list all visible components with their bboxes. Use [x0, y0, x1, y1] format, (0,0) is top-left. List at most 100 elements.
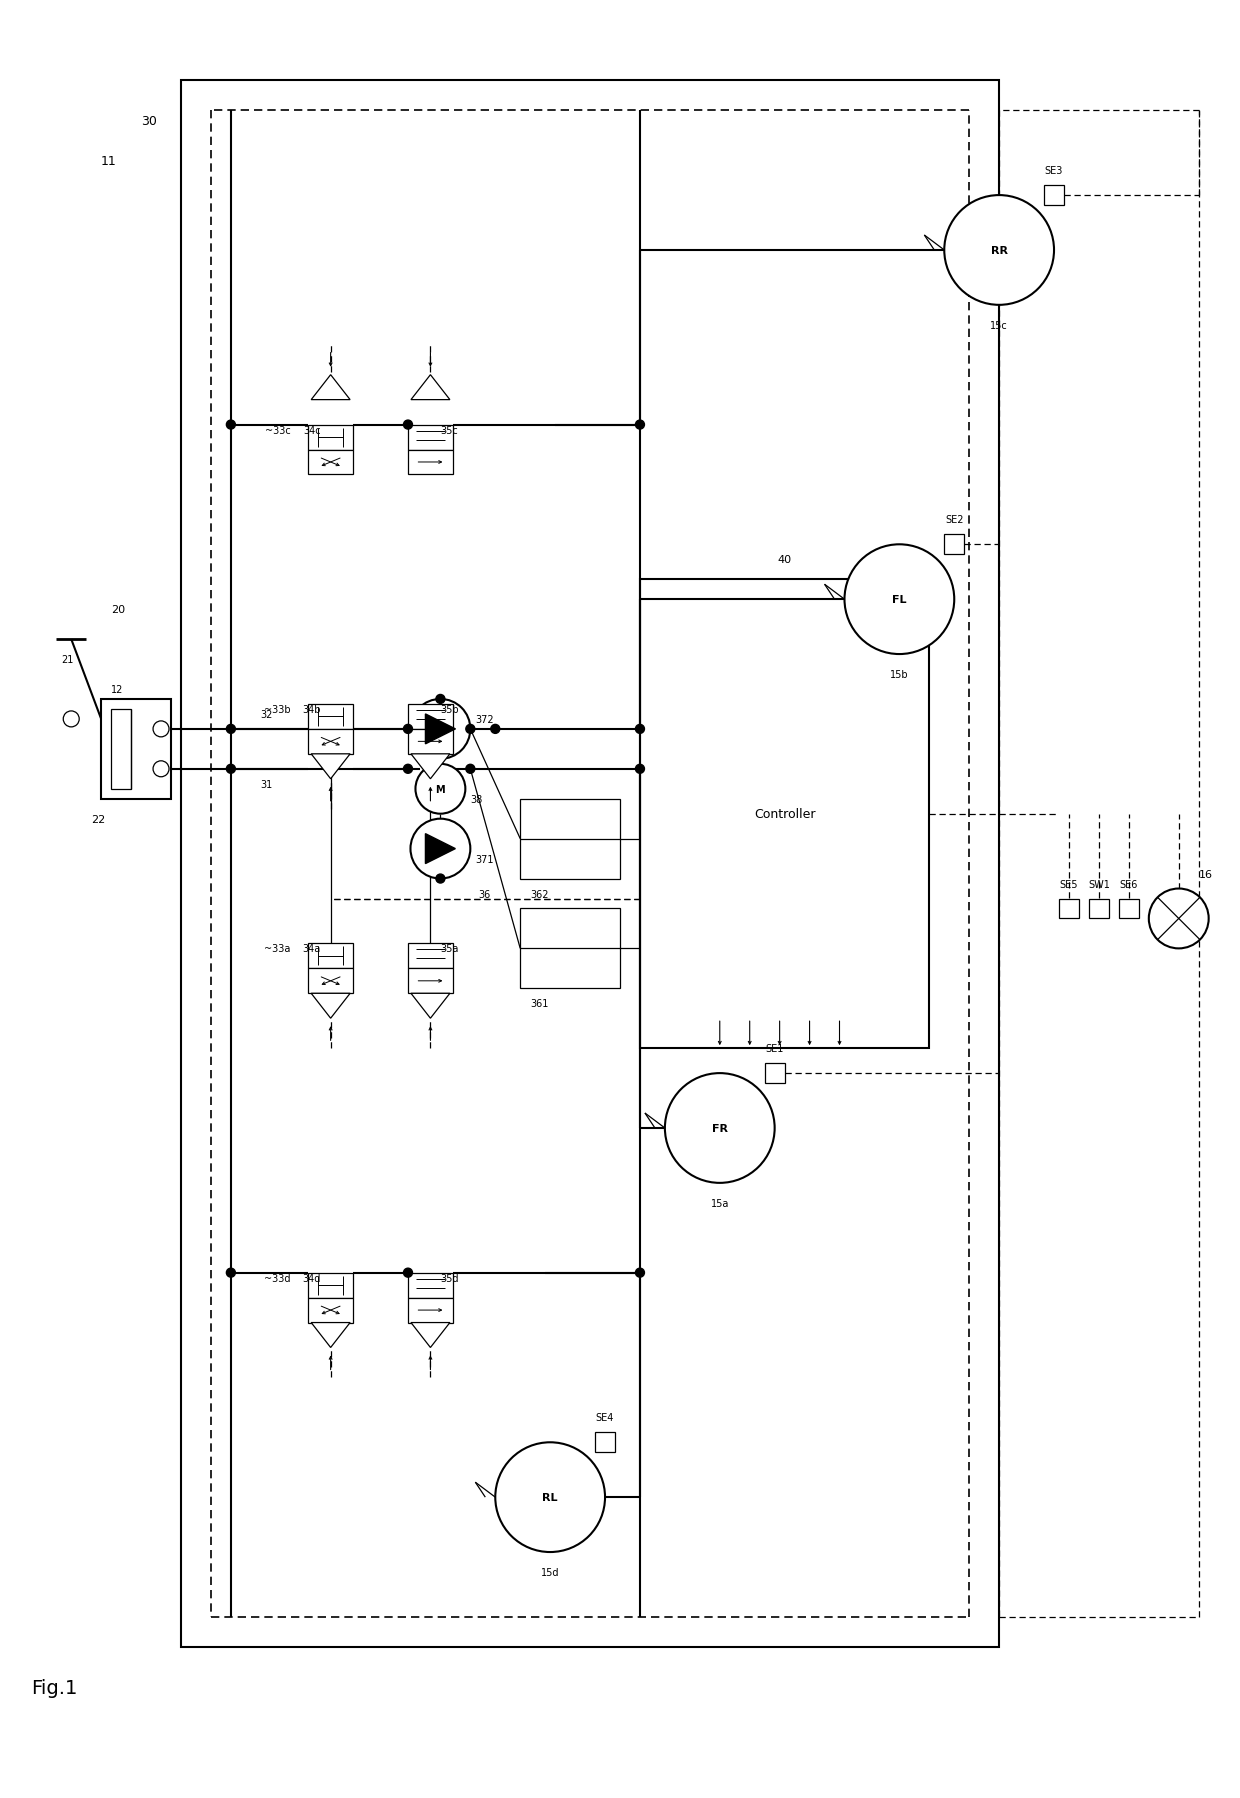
Text: 15d: 15d: [541, 1568, 559, 1577]
Circle shape: [1148, 888, 1209, 949]
Circle shape: [635, 421, 645, 430]
Bar: [309, 944, 353, 969]
Bar: [640, 581, 929, 1048]
Circle shape: [410, 820, 470, 879]
Circle shape: [635, 725, 645, 734]
Bar: [408, 969, 453, 994]
Text: ~33c: ~33c: [265, 426, 290, 435]
Text: 22: 22: [92, 814, 105, 823]
Text: 16: 16: [1199, 868, 1213, 879]
Text: Fig.1: Fig.1: [31, 1678, 78, 1697]
Text: 31: 31: [260, 779, 273, 789]
Text: 15a: 15a: [711, 1197, 729, 1208]
Circle shape: [466, 725, 475, 734]
Text: 15c: 15c: [991, 320, 1008, 331]
Bar: [309, 1298, 353, 1323]
Circle shape: [403, 764, 413, 773]
Circle shape: [227, 421, 236, 430]
Circle shape: [635, 1268, 645, 1277]
Polygon shape: [425, 714, 455, 744]
Bar: [945, 536, 965, 556]
Text: SE4: SE4: [596, 1413, 614, 1422]
Circle shape: [491, 725, 500, 734]
Circle shape: [227, 1268, 236, 1277]
Circle shape: [466, 764, 475, 773]
Circle shape: [635, 764, 645, 773]
Text: SE2: SE2: [945, 514, 963, 525]
Circle shape: [436, 696, 445, 705]
Circle shape: [410, 699, 470, 759]
Text: 34b: 34b: [303, 705, 321, 714]
Bar: [309, 705, 353, 730]
Bar: [521, 800, 620, 879]
Text: M: M: [435, 784, 445, 795]
Circle shape: [227, 764, 236, 773]
Circle shape: [153, 761, 169, 777]
Bar: [309, 730, 353, 755]
Text: 40: 40: [777, 556, 791, 565]
Bar: [112, 710, 131, 789]
Bar: [595, 1433, 615, 1453]
Text: SW1: SW1: [1087, 879, 1110, 888]
Text: RL: RL: [542, 1492, 558, 1503]
Bar: [521, 910, 620, 989]
Text: 12: 12: [112, 685, 124, 694]
Circle shape: [227, 725, 236, 734]
Circle shape: [665, 1073, 775, 1183]
Text: 11: 11: [102, 155, 117, 167]
Polygon shape: [311, 376, 350, 401]
Circle shape: [153, 721, 169, 737]
Text: SE3: SE3: [1045, 165, 1063, 176]
Bar: [181, 81, 999, 1647]
Text: FR: FR: [712, 1124, 728, 1133]
Bar: [1089, 899, 1109, 919]
Bar: [408, 730, 453, 755]
Circle shape: [495, 1442, 605, 1552]
Text: 371: 371: [475, 854, 494, 865]
Polygon shape: [410, 1323, 450, 1348]
Text: 34c: 34c: [303, 426, 321, 435]
Text: FL: FL: [892, 595, 906, 604]
Text: 34a: 34a: [303, 944, 321, 955]
Bar: [309, 969, 353, 994]
Text: 372: 372: [475, 714, 494, 725]
Bar: [1059, 899, 1079, 919]
Bar: [102, 699, 171, 800]
Text: SE5: SE5: [1060, 879, 1079, 888]
Bar: [309, 426, 353, 450]
Bar: [408, 705, 453, 730]
Text: 32: 32: [260, 710, 273, 719]
Text: ~33d: ~33d: [264, 1273, 290, 1284]
Text: 21: 21: [61, 654, 73, 665]
Text: 30: 30: [141, 115, 157, 128]
Polygon shape: [311, 1323, 350, 1348]
Text: SE6: SE6: [1120, 879, 1138, 888]
Bar: [309, 1273, 353, 1298]
Circle shape: [844, 545, 955, 654]
Text: SE1: SE1: [765, 1043, 784, 1054]
Text: 35c: 35c: [440, 426, 458, 435]
Circle shape: [436, 874, 445, 883]
Bar: [408, 1273, 453, 1298]
Circle shape: [63, 712, 79, 728]
Bar: [1118, 899, 1138, 919]
Text: Controller: Controller: [754, 807, 816, 820]
Polygon shape: [410, 755, 450, 779]
Polygon shape: [311, 755, 350, 779]
Text: ~33b: ~33b: [264, 705, 290, 714]
Text: 15b: 15b: [890, 669, 909, 680]
Bar: [408, 944, 453, 969]
Bar: [408, 426, 453, 450]
Text: 35a: 35a: [440, 944, 459, 955]
Polygon shape: [425, 714, 455, 744]
Polygon shape: [425, 834, 455, 865]
Bar: [765, 1064, 785, 1084]
Circle shape: [945, 196, 1054, 306]
Polygon shape: [410, 994, 450, 1019]
Text: 35d: 35d: [440, 1273, 459, 1284]
Bar: [309, 450, 353, 475]
Bar: [408, 1298, 453, 1323]
Text: 35b: 35b: [440, 705, 459, 714]
Text: 34d: 34d: [303, 1273, 321, 1284]
Bar: [408, 450, 453, 475]
